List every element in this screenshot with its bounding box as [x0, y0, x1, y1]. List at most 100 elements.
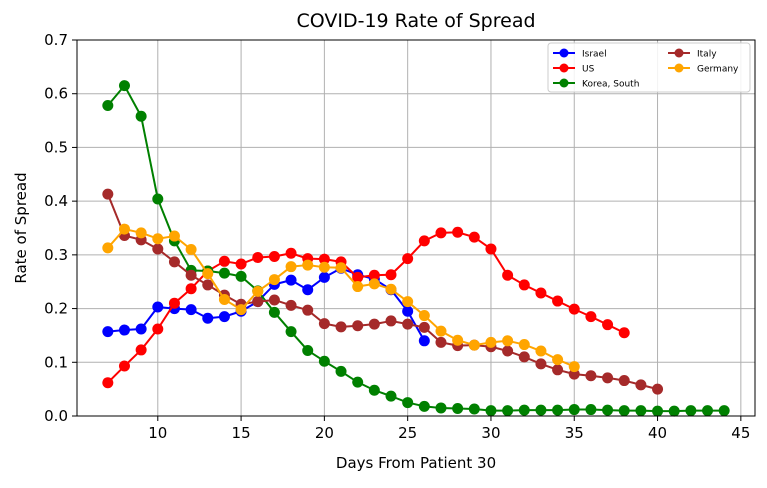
- data-point-italy: [418, 321, 430, 333]
- x-axis-label: Days From Patient 30: [336, 454, 496, 472]
- data-point-korea-south: [335, 365, 347, 377]
- data-point-italy: [618, 375, 630, 387]
- data-point-italy: [402, 318, 414, 330]
- legend-label: US: [582, 65, 595, 75]
- data-point-korea-south: [468, 403, 480, 415]
- data-point-israel: [202, 312, 214, 324]
- data-point-us: [368, 269, 380, 281]
- data-point-korea-south: [568, 404, 580, 416]
- data-point-korea-south: [668, 405, 680, 417]
- data-point-germany: [252, 285, 264, 297]
- x-tick-label: 15: [232, 424, 251, 442]
- data-point-korea-south: [618, 405, 630, 417]
- y-axis-label: Rate of Spread: [12, 172, 30, 283]
- data-point-italy: [652, 383, 664, 395]
- data-point-germany: [135, 227, 147, 239]
- data-point-israel: [152, 301, 164, 313]
- data-point-germany: [268, 274, 280, 286]
- data-point-us: [235, 258, 247, 270]
- data-point-korea-south: [485, 405, 497, 417]
- data-point-italy: [385, 315, 397, 327]
- data-point-germany: [118, 223, 130, 235]
- plot-frame: [76, 39, 756, 417]
- data-point-us: [268, 250, 280, 262]
- data-point-us: [318, 253, 330, 265]
- y-tick-label: 0.5: [44, 138, 68, 156]
- x-tick-label: 40: [648, 424, 667, 442]
- series-us: [102, 226, 630, 389]
- data-point-italy: [535, 358, 547, 370]
- data-point-us: [435, 227, 447, 239]
- data-point-us: [252, 252, 264, 264]
- data-point-italy: [185, 269, 197, 281]
- data-point-us: [402, 253, 414, 265]
- y-tick-label: 0.1: [44, 353, 68, 371]
- data-point-israel: [118, 324, 130, 336]
- legend-marker: [559, 78, 569, 88]
- data-point-germany: [352, 281, 364, 293]
- series-line-italy: [106, 193, 658, 391]
- data-point-germany: [502, 335, 514, 347]
- data-point-us: [135, 344, 147, 356]
- legend-item-us[interactable]: US: [553, 63, 595, 75]
- legend-box: [547, 42, 751, 93]
- x-tick-label: 30: [481, 424, 500, 442]
- legend-item-italy[interactable]: Italy: [668, 48, 717, 60]
- data-point-us: [118, 360, 130, 372]
- data-point-italy: [102, 188, 114, 200]
- legend-item-germany[interactable]: Germany: [668, 63, 739, 75]
- data-point-italy: [635, 379, 647, 391]
- data-point-italy: [568, 368, 580, 380]
- data-point-germany: [518, 339, 530, 351]
- data-point-korea-south: [352, 376, 364, 388]
- data-point-us: [618, 327, 630, 339]
- series-layer: [102, 80, 730, 417]
- legend-marker: [674, 48, 684, 58]
- data-point-us: [518, 279, 530, 291]
- data-point-korea-south: [452, 402, 464, 414]
- legend-item-israel[interactable]: Israel: [553, 48, 607, 60]
- data-point-germany: [335, 262, 347, 274]
- data-point-germany: [168, 230, 180, 242]
- data-point-us: [552, 295, 564, 307]
- legend-item-korea-south[interactable]: Korea, South: [553, 78, 639, 90]
- data-point-italy: [602, 372, 614, 384]
- data-point-germany: [152, 233, 164, 245]
- data-point-germany: [552, 354, 564, 366]
- legend-label: Israel: [582, 50, 607, 60]
- data-point-italy: [335, 321, 347, 333]
- data-point-germany: [285, 261, 297, 273]
- data-point-us: [168, 297, 180, 309]
- data-point-italy: [285, 299, 297, 311]
- data-point-us: [485, 243, 497, 255]
- data-point-italy: [368, 318, 380, 330]
- legend-marker: [559, 63, 569, 73]
- data-point-germany: [202, 268, 214, 280]
- data-point-korea-south: [268, 306, 280, 318]
- data-point-germany: [302, 259, 314, 271]
- data-point-israel: [285, 274, 297, 286]
- legend-label: Korea, South: [582, 80, 639, 90]
- data-point-us: [152, 323, 164, 335]
- data-point-korea-south: [502, 405, 514, 417]
- x-tick-label: 35: [565, 424, 584, 442]
- data-point-korea-south: [135, 110, 147, 122]
- data-point-us: [568, 303, 580, 315]
- data-point-israel: [302, 284, 314, 296]
- data-point-korea-south: [585, 404, 597, 416]
- data-point-germany: [218, 293, 230, 305]
- data-point-korea-south: [518, 404, 530, 416]
- x-tick-label: 25: [398, 424, 417, 442]
- data-point-korea-south: [285, 326, 297, 338]
- y-tick-label: 0.0: [44, 407, 68, 425]
- chart-title: COVID-19 Rate of Spread: [296, 10, 535, 32]
- data-point-italy: [168, 256, 180, 268]
- data-point-germany: [318, 261, 330, 273]
- y-tick-label: 0.2: [44, 300, 68, 318]
- x-tick-label: 20: [315, 424, 334, 442]
- data-point-korea-south: [152, 193, 164, 205]
- data-point-israel: [418, 335, 430, 347]
- data-point-korea-south: [368, 384, 380, 396]
- data-point-korea-south: [435, 402, 447, 414]
